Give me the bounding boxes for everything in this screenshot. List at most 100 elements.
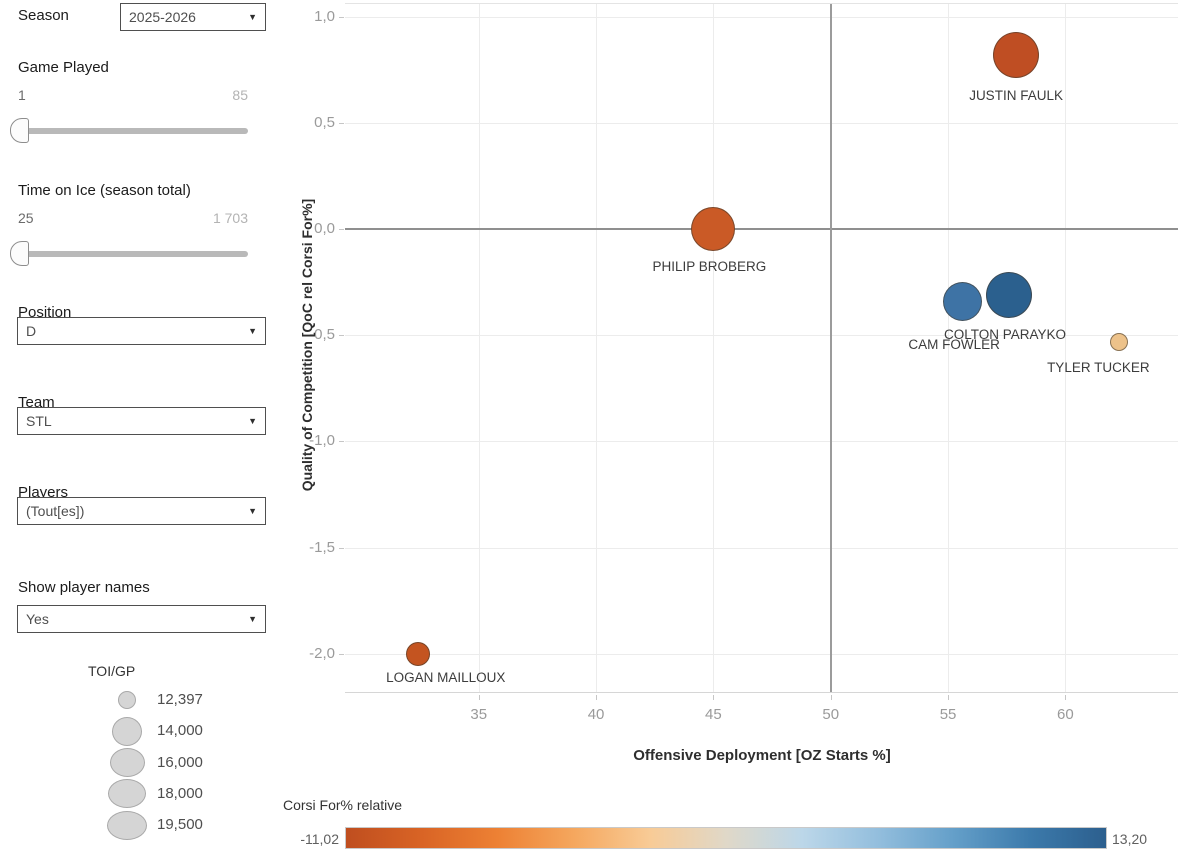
x-tick-mark xyxy=(478,695,480,700)
chevron-down-icon: ▼ xyxy=(248,326,257,336)
y-gridline xyxy=(345,122,1178,124)
zero-reference-line xyxy=(345,228,1178,231)
time-on-ice-label: Time on Ice (season total) xyxy=(18,182,191,199)
players-value: (Tout[es]) xyxy=(26,503,85,519)
slider-track[interactable] xyxy=(18,251,248,257)
size-legend-value: 14,000 xyxy=(157,722,203,740)
player-label: PHILIP BROBERG xyxy=(652,259,767,275)
player-label: TYLER TUCKER xyxy=(1047,359,1150,375)
season-label: Season xyxy=(18,7,69,24)
time-on-ice-max: 1 703 xyxy=(212,210,248,226)
x-tick-label: 55 xyxy=(939,706,957,723)
size-legend-circle xyxy=(109,748,145,777)
show-player-names-dropdown[interactable]: Yes ▼ xyxy=(17,605,266,633)
season-value: 2025-2026 xyxy=(129,9,196,25)
chevron-down-icon: ▼ xyxy=(248,416,257,426)
x-gridline xyxy=(948,4,950,692)
player-bubble[interactable] xyxy=(405,641,430,666)
y-tick-mark xyxy=(339,335,344,337)
size-legend-value: 12,397 xyxy=(157,691,203,708)
player-label: JUSTIN FAULK xyxy=(969,87,1063,103)
player-bubble[interactable] xyxy=(942,281,982,321)
slider-track[interactable] xyxy=(18,128,248,134)
y-tick-label: -0,5 xyxy=(309,326,335,344)
color-legend-gradient-bar xyxy=(345,827,1107,849)
x-tick-label: 45 xyxy=(705,706,722,723)
chevron-down-icon: ▼ xyxy=(248,614,257,624)
y-tick-mark xyxy=(339,547,344,549)
y-gridline xyxy=(345,441,1178,443)
x-tick-label: 50 xyxy=(822,706,840,723)
player-bubble[interactable] xyxy=(993,31,1040,78)
player-label: COLTON PARAYKO xyxy=(944,326,1067,342)
size-legend-circle xyxy=(118,691,136,709)
players-label: Players xyxy=(18,484,69,501)
slider-thumb[interactable] xyxy=(10,118,29,143)
y-tick-mark xyxy=(339,441,344,443)
y-gridline xyxy=(345,335,1178,337)
chevron-down-icon: ▼ xyxy=(248,506,257,516)
size-legend-value: 16,000 xyxy=(157,753,203,771)
player-bubble[interactable] xyxy=(986,271,1033,318)
player-bubble[interactable] xyxy=(691,207,736,252)
fifty-percent-reference-line xyxy=(829,4,832,692)
x-gridline xyxy=(478,4,480,692)
y-tick-label: -2,0 xyxy=(309,644,335,662)
show-player-names-label: Show player names xyxy=(18,579,150,596)
player-bubble[interactable] xyxy=(1110,332,1129,351)
game-played-min: 1 xyxy=(18,87,26,103)
y-tick-mark xyxy=(339,16,344,18)
size-legend-circle xyxy=(112,716,142,746)
team-dropdown[interactable]: STL ▼ xyxy=(17,407,266,435)
x-tick-label: 35 xyxy=(470,706,488,723)
x-gridline xyxy=(1065,4,1067,692)
y-gridline xyxy=(345,653,1178,655)
x-gridline xyxy=(596,4,598,692)
y-tick-mark xyxy=(339,229,344,231)
x-tick-mark xyxy=(596,695,598,700)
player-label: CAM FOWLER xyxy=(908,336,1000,352)
x-tick-label: 40 xyxy=(587,706,605,723)
x-tick-mark xyxy=(830,695,832,700)
game-played-label: Game Played xyxy=(18,59,109,76)
x-tick-mark xyxy=(713,695,715,700)
y-tick-label: 1,0 xyxy=(314,7,335,25)
y-gridline xyxy=(345,16,1178,18)
players-dropdown[interactable]: (Tout[es]) ▼ xyxy=(17,497,266,525)
chevron-down-icon: ▼ xyxy=(248,12,257,22)
position-label: Position xyxy=(18,304,72,321)
size-legend-circle xyxy=(107,810,147,840)
y-tick-mark xyxy=(339,653,344,655)
slider-thumb[interactable] xyxy=(10,241,29,266)
y-tick-label: -1,0 xyxy=(309,432,335,450)
x-tick-mark xyxy=(1065,695,1067,700)
y-tick-label: 0,5 xyxy=(314,113,335,131)
color-legend-max: 13,20 xyxy=(1112,831,1148,847)
team-value: STL xyxy=(26,413,52,429)
size-legend-value: 18,000 xyxy=(157,784,203,802)
x-tick-label: 60 xyxy=(1057,706,1074,723)
season-dropdown[interactable]: 2025-2026 ▼ xyxy=(120,3,266,31)
size-legend-circle xyxy=(108,779,146,809)
time-on-ice-min: 25 xyxy=(18,210,34,226)
x-tick-mark xyxy=(948,695,950,700)
team-label: Team xyxy=(18,394,55,411)
y-tick-label: -1,5 xyxy=(309,538,335,556)
size-legend-value: 19,500 xyxy=(157,816,203,833)
y-tick-mark xyxy=(339,122,344,124)
y-tick-label: 0,0 xyxy=(314,220,335,238)
scatter-plot: 35 40 45 50 55 60 1,0 0,5 0,0 -0,5 -1,0 -1,5 -2,0 JUS… xyxy=(309,3,1178,723)
show-player-names-value: Yes xyxy=(26,611,49,627)
game-played-max: 85 xyxy=(232,87,248,103)
size-legend-title: TOI/GP xyxy=(88,663,136,679)
position-value: D xyxy=(26,323,37,339)
y-gridline xyxy=(345,547,1178,549)
color-legend-title: Corsi For% relative xyxy=(283,797,403,813)
x-axis-title: Offensive Deployment [OZ Starts %] xyxy=(633,747,891,764)
y-axis-title: Quality of Competition [QoC rel Corsi Fo… xyxy=(299,198,315,492)
position-dropdown[interactable]: D ▼ xyxy=(17,317,266,345)
player-label: LOGAN MAILLOUX xyxy=(386,669,506,685)
color-legend-min: -11,02 xyxy=(300,831,339,847)
x-gridline xyxy=(713,4,715,692)
